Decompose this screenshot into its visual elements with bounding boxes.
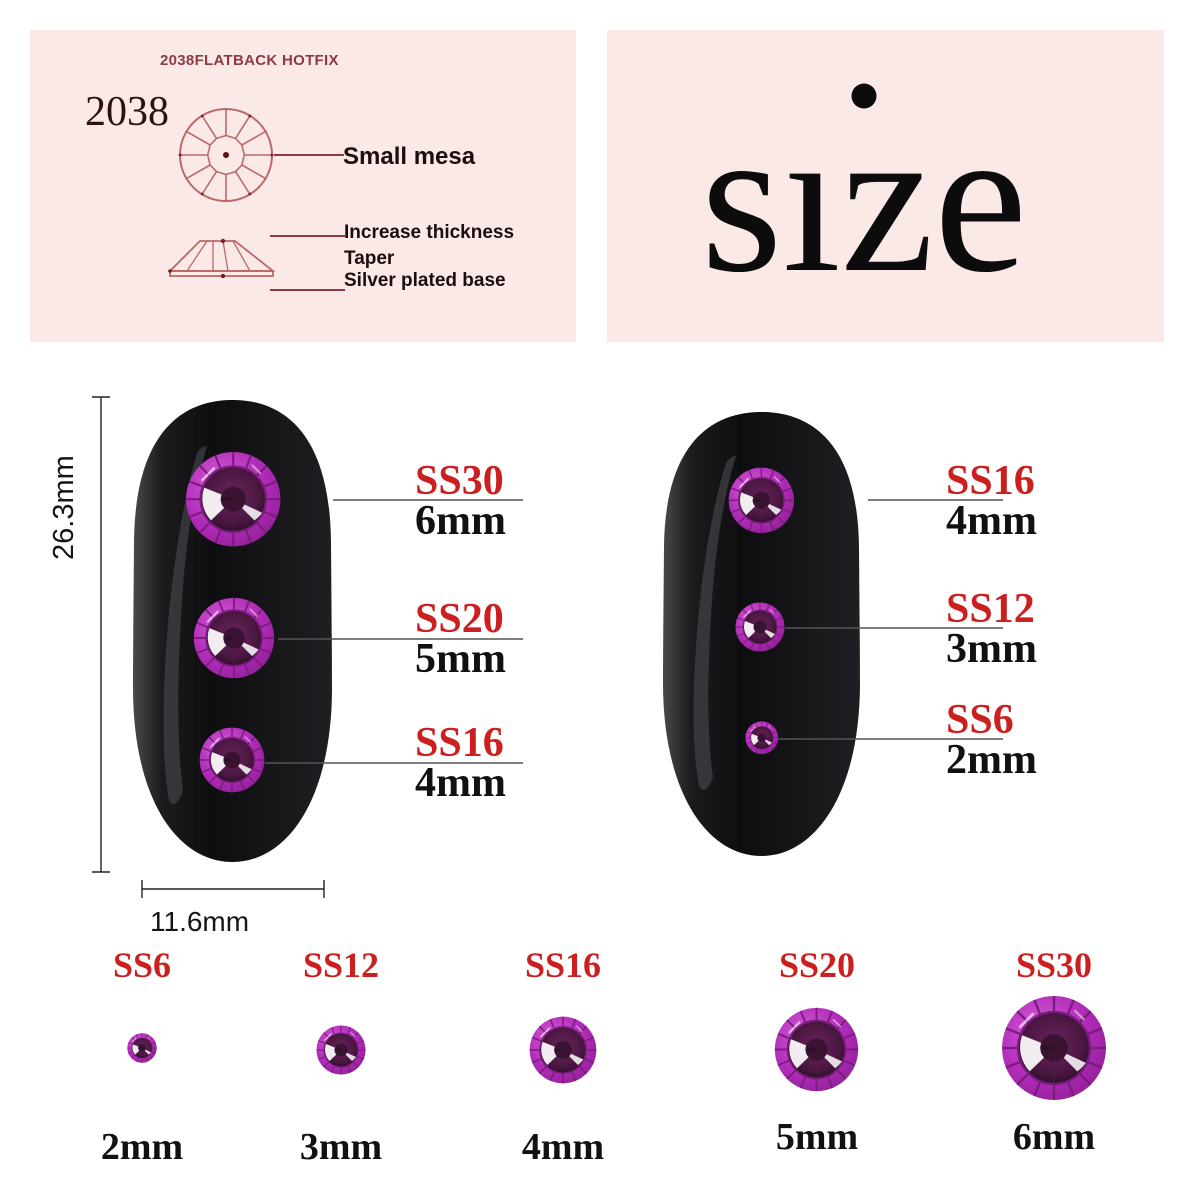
svg-text:sıze: sıze [701, 84, 1027, 316]
